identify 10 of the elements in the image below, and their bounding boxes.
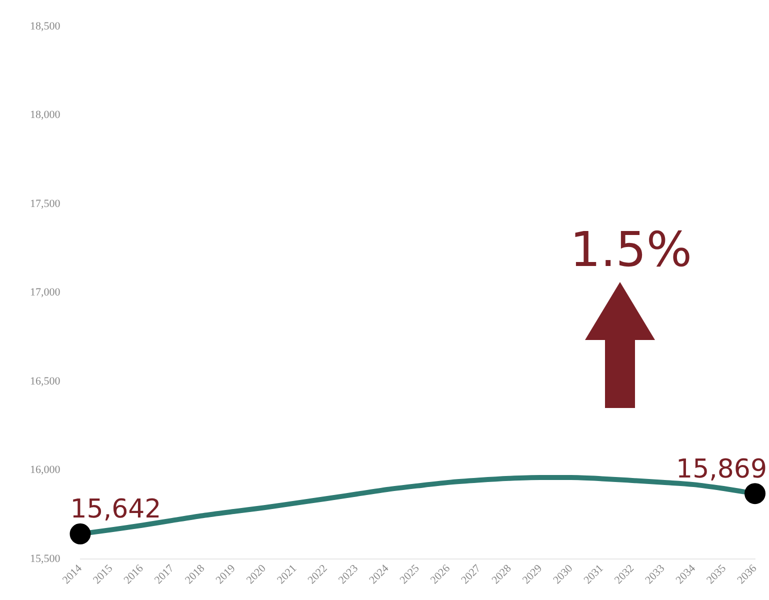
y-tick-label: 16,500 (30, 375, 61, 388)
data-label: 15,642 (70, 494, 162, 525)
y-tick-label: 17,000 (30, 286, 61, 299)
y-tick-label: 18,500 (30, 20, 61, 32)
annotation: 1.5% (570, 222, 693, 278)
data-label: 15,869 (676, 454, 768, 484)
y-tick-label: 17,500 (30, 198, 61, 210)
y-tick-label: 16,000 (30, 464, 61, 476)
y-tick-label: 15,500 (30, 553, 61, 565)
y-tick-label: 18,000 (30, 109, 61, 122)
